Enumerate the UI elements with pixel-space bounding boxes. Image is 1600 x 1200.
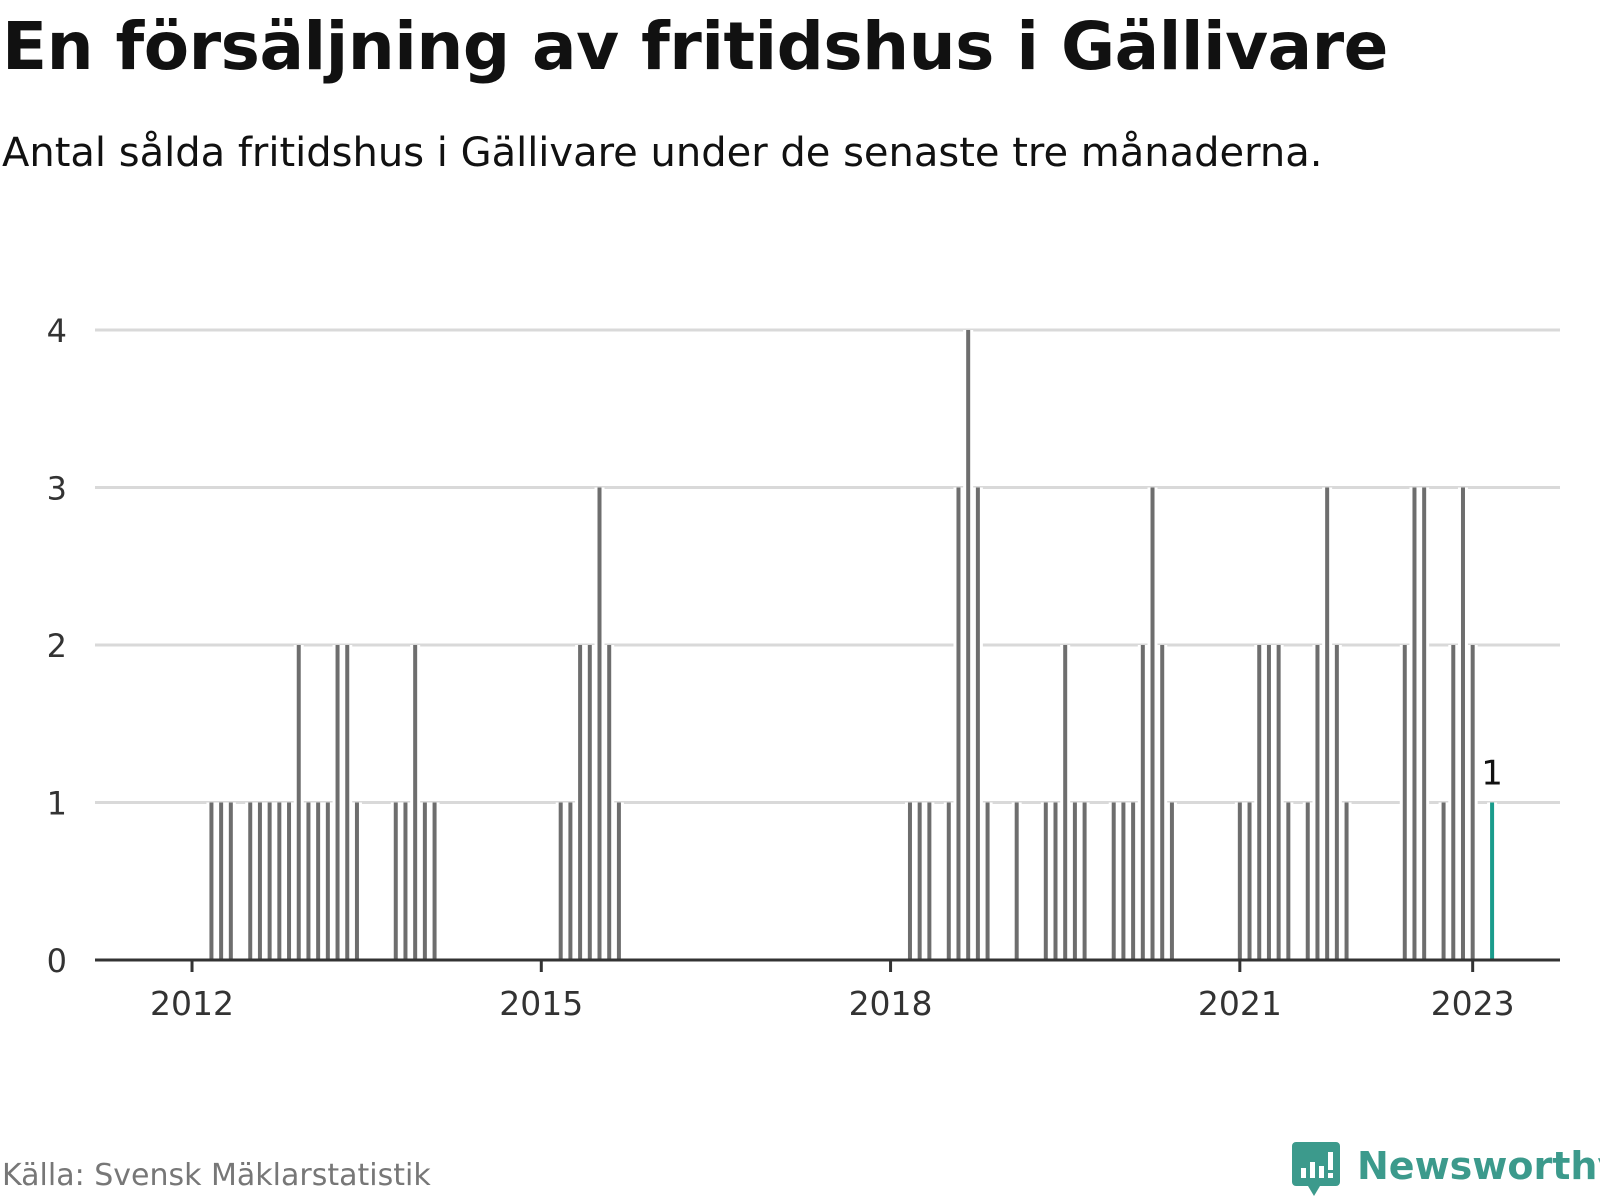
bar: [403, 802, 408, 960]
bar: [1072, 802, 1077, 960]
bar: [1325, 487, 1330, 960]
bar: [354, 802, 359, 960]
y-tick-label: 1: [47, 785, 67, 823]
bar: [413, 645, 418, 960]
bar: [287, 802, 292, 960]
bar: [975, 487, 980, 960]
newsworthy-logo-icon: [1292, 1142, 1340, 1196]
bar: [1470, 645, 1475, 960]
bar: [306, 802, 311, 960]
bar: [1082, 802, 1087, 960]
bar: [393, 802, 398, 960]
bar: [1451, 645, 1456, 960]
bar: [607, 645, 612, 960]
bars: [206, 330, 1498, 960]
bar: [325, 802, 330, 960]
y-tick-label: 0: [47, 942, 67, 980]
bar: [1169, 802, 1174, 960]
bar: [1053, 802, 1058, 960]
x-tick-label: 2021: [1198, 984, 1282, 1023]
bar: [597, 487, 602, 960]
bar: [219, 802, 224, 960]
bar: [316, 802, 321, 960]
bar: [1131, 802, 1136, 960]
bar: [422, 802, 427, 960]
bar: [1422, 487, 1427, 960]
bar: [432, 802, 437, 960]
x-tick-label: 2012: [150, 984, 234, 1023]
bar: [1150, 487, 1155, 960]
bar: [1286, 802, 1291, 960]
bar: [296, 645, 301, 960]
bar: [946, 802, 951, 960]
bar: [1111, 802, 1116, 960]
bar: [267, 802, 272, 960]
bar: [616, 802, 621, 960]
bar: [1014, 802, 1019, 960]
bar: [568, 802, 573, 960]
bar: [1043, 802, 1048, 960]
bar: [966, 330, 971, 960]
bar: [1334, 645, 1339, 960]
brand-name: Newsworthy: [1357, 1144, 1600, 1188]
bar: [956, 487, 961, 960]
chart-subtitle: Antal sålda fritidshus i Gällivare under…: [2, 130, 1323, 176]
bar: [985, 802, 990, 960]
y-tick-label: 4: [47, 312, 67, 350]
bar: [1140, 645, 1145, 960]
bar: [1344, 802, 1349, 960]
data-labels: 1: [1481, 754, 1503, 794]
chart-title: En försäljning av fritidshus i Gällivare: [2, 8, 1388, 85]
bar: [1063, 645, 1068, 960]
bar: [257, 802, 262, 960]
y-tick-label: 2: [47, 627, 67, 665]
x-tick-label: 2015: [499, 984, 583, 1023]
x-tick-label: 2023: [1431, 984, 1515, 1023]
bar: [1412, 487, 1417, 960]
x-tick-label: 2018: [849, 984, 933, 1023]
x-axis-ticks: 2012 2015 2018 2021 2023: [150, 960, 1515, 1023]
source-note: Källa: Svensk Mäklarstatistik: [2, 1158, 431, 1193]
bar: [1402, 645, 1407, 960]
bar: [1121, 802, 1126, 960]
bar: [345, 645, 350, 960]
bar: [1315, 645, 1320, 960]
bar: [1266, 645, 1271, 960]
bar: [335, 645, 340, 960]
bar: [587, 645, 592, 960]
bar: [1441, 802, 1446, 960]
bar: [558, 802, 563, 960]
bar: [1276, 645, 1281, 960]
bar: [1305, 802, 1310, 960]
bar: [578, 645, 583, 960]
bar-value-label: 1: [1481, 754, 1503, 794]
bar: [927, 802, 932, 960]
bar: [248, 802, 253, 960]
bar: [1160, 645, 1165, 960]
bar: [209, 802, 214, 960]
bar: [277, 802, 282, 960]
bar: [917, 802, 922, 960]
y-axis-ticks: 0 1 2 3 4: [47, 312, 67, 980]
bar: [228, 802, 233, 960]
bar-highlight: [1490, 802, 1495, 960]
bar: [1247, 802, 1252, 960]
bar: [1460, 487, 1465, 960]
y-tick-label: 3: [47, 470, 67, 508]
bar: [907, 802, 912, 960]
newsworthy-logo: Newsworthy: [1290, 1140, 1600, 1200]
bar: [1237, 802, 1242, 960]
bar: [1257, 645, 1262, 960]
